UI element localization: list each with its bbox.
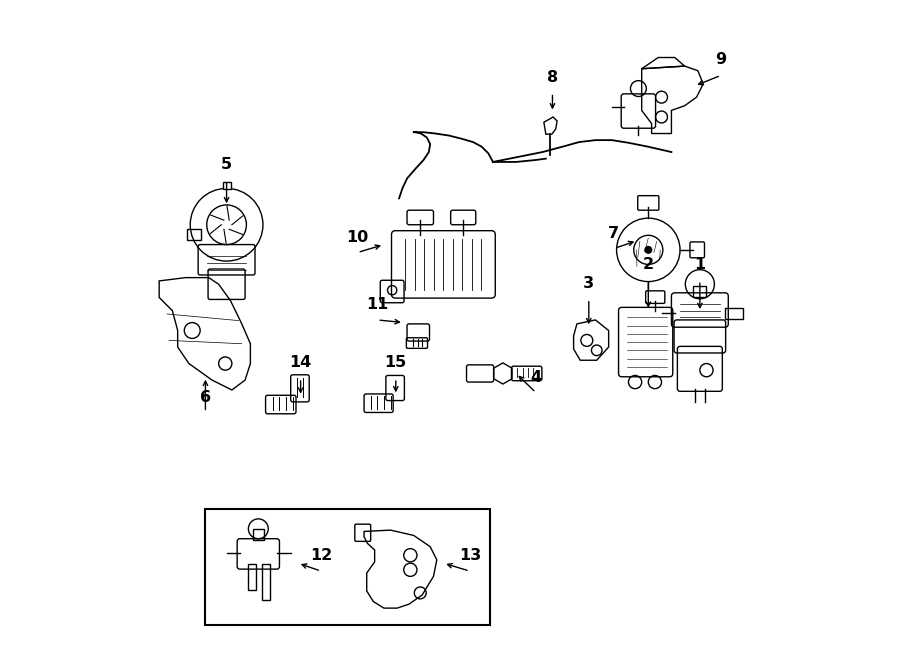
Circle shape (645, 247, 652, 253)
Text: 12: 12 (310, 548, 332, 563)
Text: 11: 11 (366, 297, 389, 312)
Text: 8: 8 (547, 69, 558, 85)
Text: 14: 14 (290, 355, 311, 370)
Text: 13: 13 (459, 548, 481, 563)
Text: 7: 7 (608, 225, 619, 241)
Text: 10: 10 (346, 229, 369, 245)
Bar (222, 182, 230, 189)
Bar (253, 529, 264, 540)
Text: 3: 3 (583, 276, 594, 291)
Text: 6: 6 (200, 389, 211, 405)
Bar (187, 229, 202, 240)
Text: 1: 1 (694, 257, 706, 272)
Text: 9: 9 (716, 52, 726, 67)
Text: 15: 15 (384, 355, 407, 370)
Bar (248, 564, 256, 590)
Bar (693, 286, 706, 297)
Text: 5: 5 (221, 157, 232, 172)
Bar (725, 308, 743, 319)
Bar (262, 564, 269, 600)
Text: 4: 4 (530, 369, 542, 385)
Bar (205, 509, 490, 625)
Text: 2: 2 (643, 257, 654, 272)
